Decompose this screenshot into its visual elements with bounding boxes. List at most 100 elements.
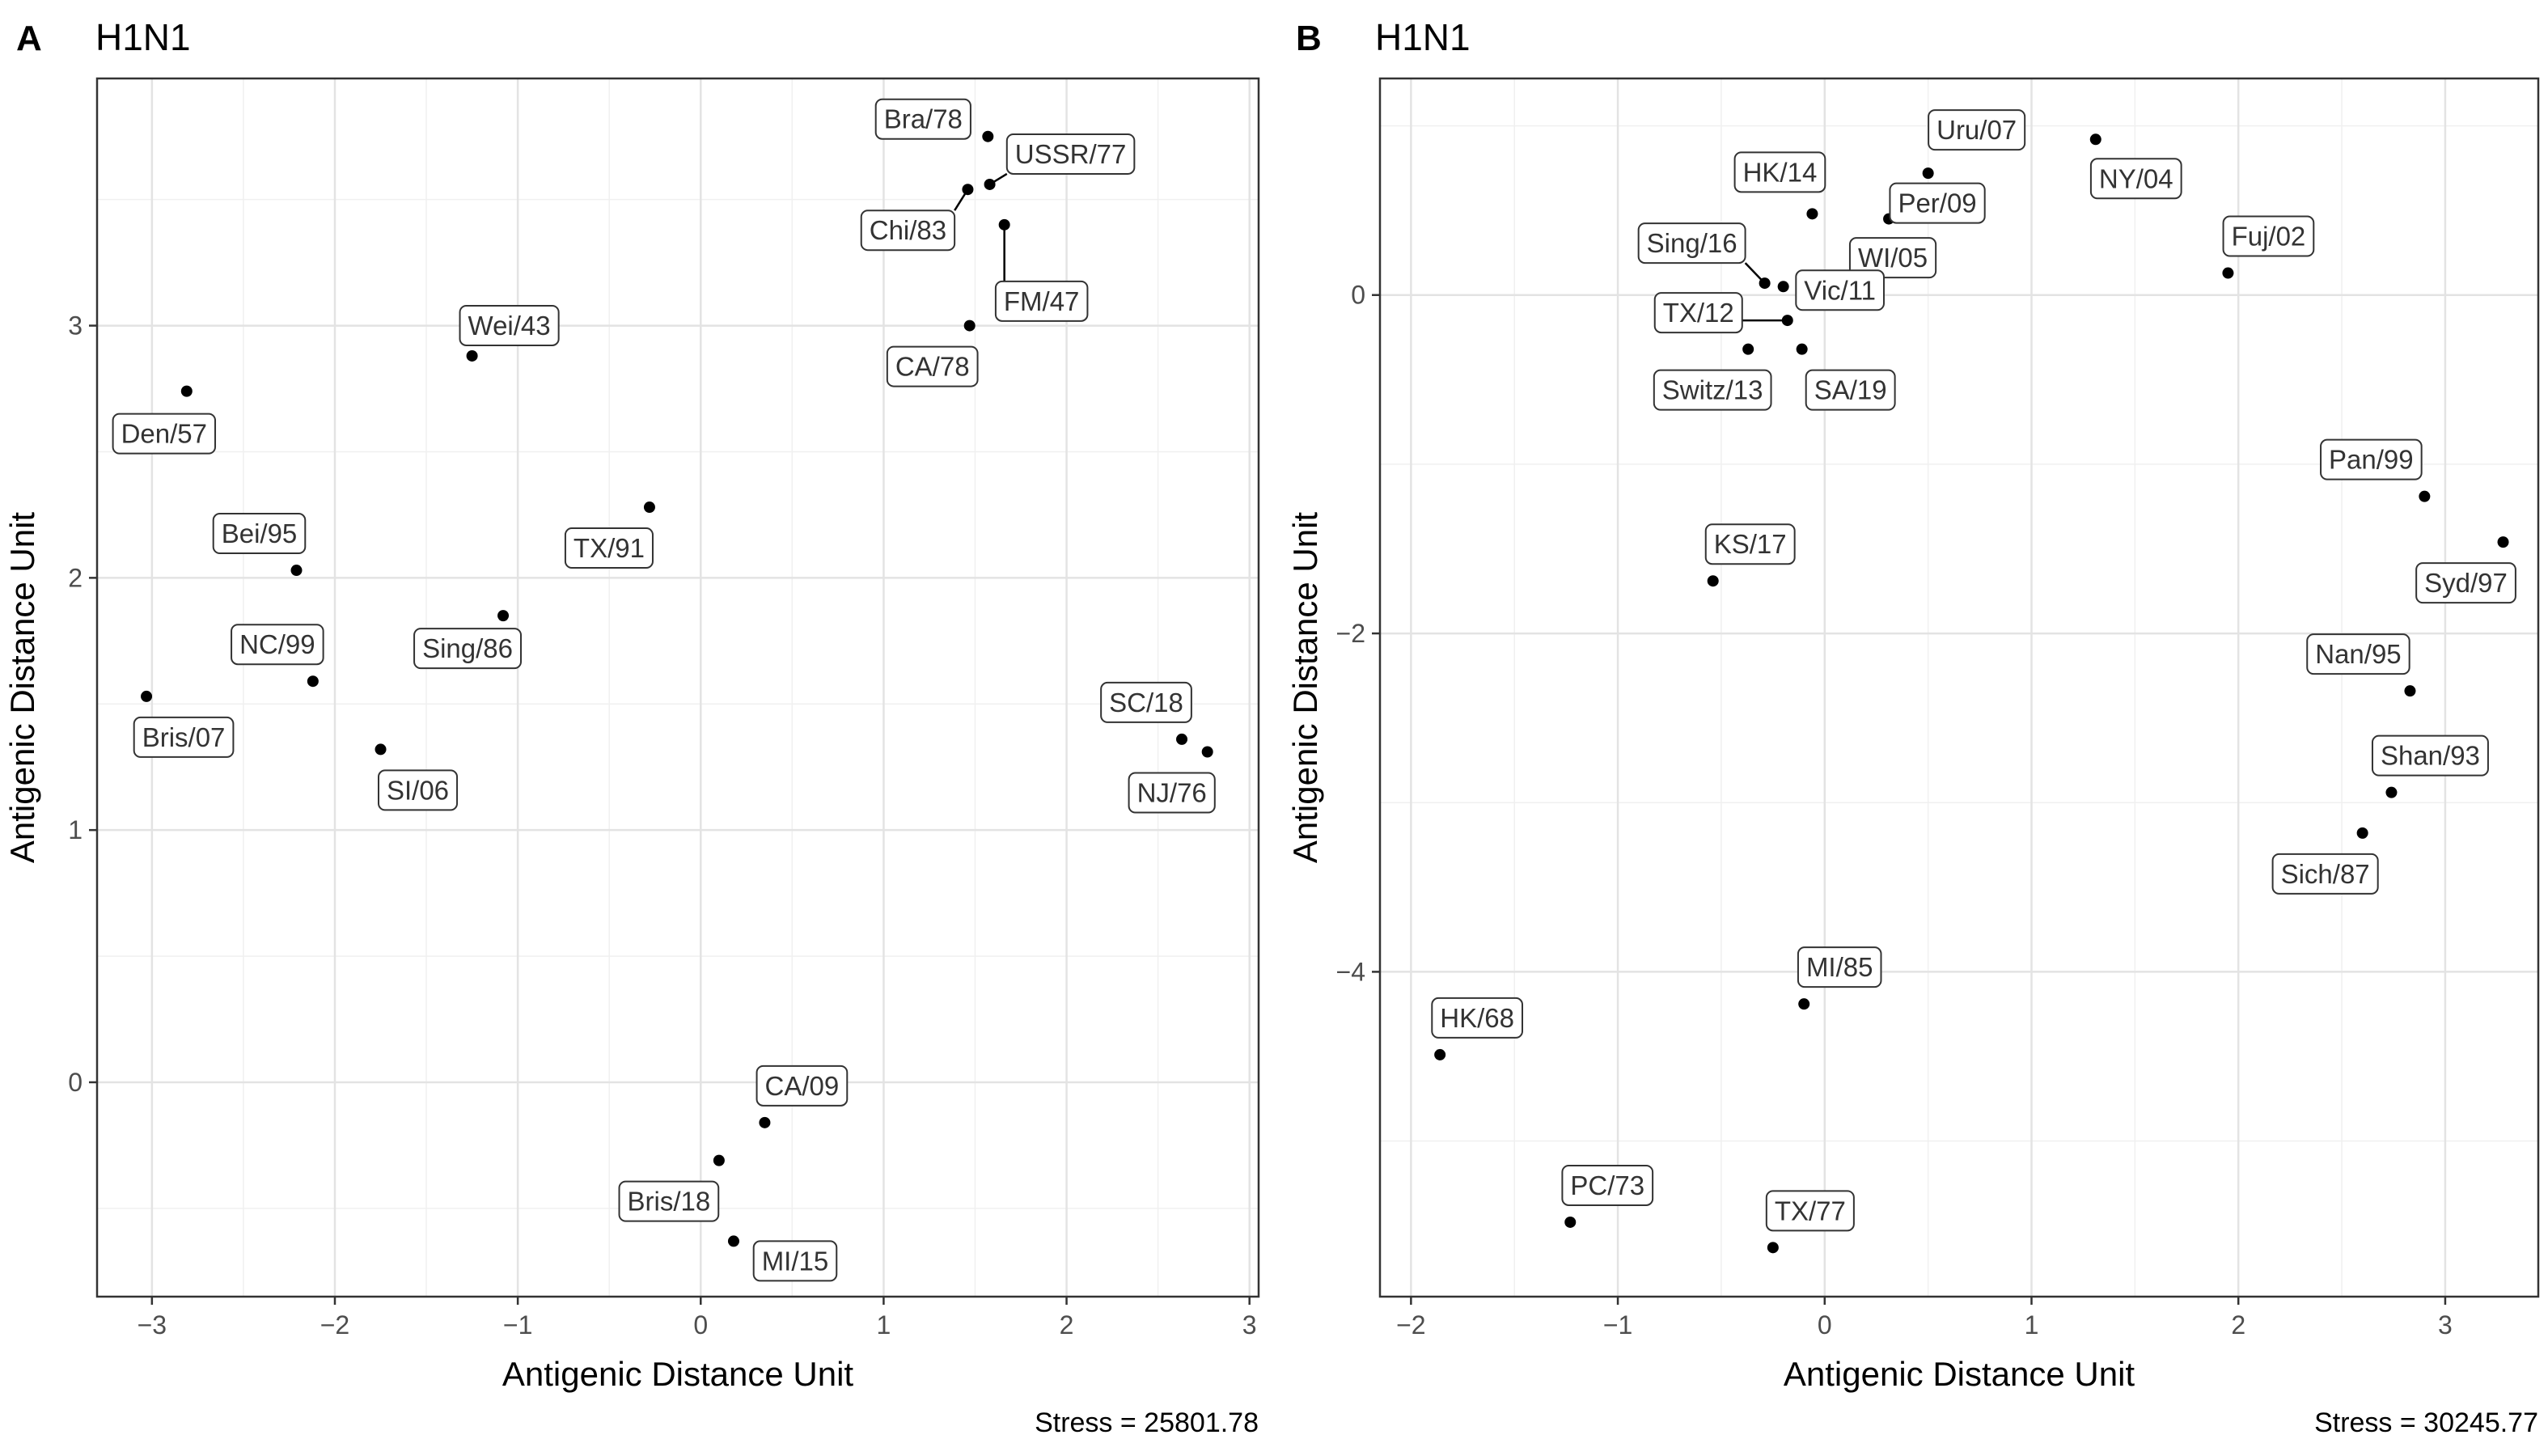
point-label-box <box>994 280 1089 322</box>
point-label-box <box>231 624 324 666</box>
point-label-text: Nan/95 <box>2315 639 2401 669</box>
x-tick-label: −2 <box>320 1310 349 1340</box>
point-label: Sing/16 <box>1637 222 1746 265</box>
y-tick-label: 3 <box>68 311 83 341</box>
point-label-box <box>1795 269 1885 311</box>
data-point <box>1777 281 1789 293</box>
point-label-text: NJ/76 <box>1137 778 1207 808</box>
x-tick-label: −1 <box>1603 1310 1632 1340</box>
data-point <box>643 502 655 514</box>
x-tick-label: 0 <box>693 1310 708 1340</box>
point-label-text: HK/68 <box>1440 1003 1514 1033</box>
point-label: Bris/18 <box>618 1180 720 1222</box>
point-label-box <box>413 628 523 670</box>
point-label-text: Vic/11 <box>1804 275 1876 305</box>
data-point <box>1922 167 1934 180</box>
data-point <box>1759 277 1771 290</box>
point-label-box <box>1733 151 1826 193</box>
point-label: Bei/95 <box>212 513 307 555</box>
point-label-text: MI/15 <box>762 1246 829 1276</box>
point-label-box <box>1889 182 1986 224</box>
point-label: Uru/07 <box>1928 109 2026 151</box>
point-label-box <box>1653 292 1743 334</box>
point-label-text: CA/09 <box>765 1071 840 1101</box>
point-label: MI/15 <box>752 1240 838 1282</box>
point-label: CA/78 <box>886 345 979 387</box>
x-tick-label: 2 <box>1060 1310 1074 1340</box>
point-label-box <box>459 304 560 346</box>
point-label-box <box>1100 681 1192 723</box>
point-label: Fuj/02 <box>2222 215 2315 257</box>
data-point <box>1707 575 1719 587</box>
point-label: MI/85 <box>1797 946 1882 988</box>
data-point <box>998 218 1010 231</box>
point-label-text: FM/47 <box>1004 286 1080 316</box>
grid-lines <box>1380 78 2538 1297</box>
plot-frame <box>95 77 1260 1298</box>
axis-ticks: −2 −1 0 1 2 3 −4 −2 0 <box>1336 281 2453 1340</box>
data-point <box>1742 343 1754 355</box>
panel-letter: A <box>16 19 42 58</box>
plot-background <box>97 78 1259 1297</box>
data-point <box>141 690 153 702</box>
point-label-box <box>1797 946 1882 988</box>
point-label-box <box>1431 997 1524 1039</box>
point-label: NJ/76 <box>1128 772 1216 814</box>
x-tick-label: 2 <box>2231 1310 2245 1340</box>
point-label-box <box>886 345 979 387</box>
point-label-box <box>752 1240 838 1282</box>
point-label: Nan/95 <box>2306 633 2410 675</box>
point-label-box <box>1765 1190 1855 1232</box>
point-label-text: USSR/77 <box>1015 139 1127 169</box>
point-label: Pan/99 <box>2320 438 2423 480</box>
y-tick-label: −4 <box>1336 957 1365 986</box>
x-tick-label: −2 <box>1396 1310 1425 1340</box>
point-label-text: KS/17 <box>1714 529 1787 559</box>
data-point <box>1767 1242 1779 1254</box>
panel-a: A H1N1 −3 −2 −1 0 1 2 3 0 1 2 3 Bra/78 USSR/77 Chi/8… <box>3 16 1260 1438</box>
point-label: Shan/93 <box>2371 734 2489 777</box>
point-label: Bra/78 <box>874 98 971 140</box>
point-label-text: HK/14 <box>1743 157 1818 187</box>
grid-lines <box>97 78 1259 1297</box>
point-label-box <box>212 513 307 555</box>
point-label-box <box>618 1180 720 1222</box>
point-label-text: Syd/97 <box>2424 568 2508 598</box>
point-label-box <box>377 769 459 811</box>
panel-title: H1N1 <box>1375 16 1471 58</box>
panel-letter: B <box>1296 19 1322 58</box>
point-label: Switz/13 <box>1653 369 1772 411</box>
stress-value: Stress = 25801.78 <box>1035 1407 1259 1438</box>
point-label: NY/04 <box>2089 158 2182 200</box>
point-label: Sich/87 <box>2271 853 2379 895</box>
point-label: Syd/97 <box>2415 562 2516 604</box>
point-label-box <box>1005 133 1136 175</box>
point-label-text: SI/06 <box>387 775 449 805</box>
point-label-box <box>112 413 217 455</box>
point-label: NC/99 <box>231 624 324 666</box>
data-labels: Bra/78 USSR/77 Chi/83 FM/47 CA/78 Wei/43 Den/5… <box>112 98 1216 1282</box>
data-point <box>375 743 387 756</box>
point-label: SA/19 <box>1805 369 1896 411</box>
axis-ticks: −3 −2 −1 0 1 2 3 0 1 2 3 <box>68 311 1256 1340</box>
data-point <box>2385 786 2398 798</box>
point-label-text: SC/18 <box>1109 688 1183 717</box>
point-label: Chi/83 <box>860 210 956 252</box>
y-axis-label: Antigenic Distance Unit <box>1286 512 1324 864</box>
y-tick-label: −2 <box>1336 619 1365 648</box>
x-axis-label: Antigenic Distance Unit <box>1784 1355 2135 1393</box>
point-label-box <box>564 527 654 569</box>
data-point <box>1434 1048 1446 1060</box>
data-point <box>1806 208 1818 220</box>
point-label-box <box>133 716 235 758</box>
point-label-text: PC/73 <box>1570 1170 1644 1200</box>
data-point <box>982 130 994 142</box>
point-label-text: SA/19 <box>1814 375 1887 405</box>
point-label-text: Bris/07 <box>142 722 226 752</box>
point-label: PC/73 <box>1561 1164 1654 1206</box>
point-label: HK/14 <box>1733 151 1826 193</box>
y-tick-label: 0 <box>1351 281 1365 310</box>
data-point <box>2222 267 2234 279</box>
point-label-text: Switz/13 <box>1662 375 1763 405</box>
point-label: Wei/43 <box>459 304 560 346</box>
